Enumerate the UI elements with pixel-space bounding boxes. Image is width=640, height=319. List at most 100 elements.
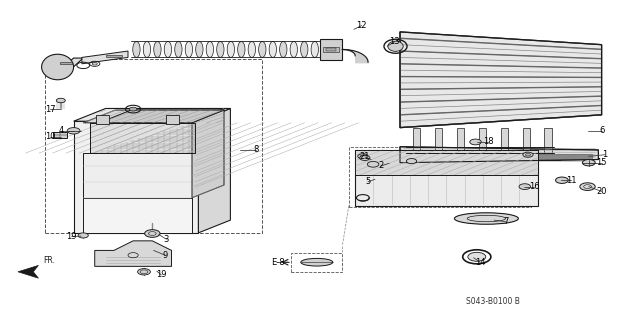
Bar xyxy=(326,48,336,51)
Circle shape xyxy=(358,154,368,159)
Bar xyxy=(60,62,72,64)
Polygon shape xyxy=(400,32,602,128)
Bar xyxy=(479,128,486,156)
Ellipse shape xyxy=(196,41,203,57)
Ellipse shape xyxy=(311,41,319,57)
Text: E-8: E-8 xyxy=(271,258,285,267)
Polygon shape xyxy=(198,108,230,233)
Circle shape xyxy=(580,183,595,190)
Bar xyxy=(106,55,122,57)
Text: FR.: FR. xyxy=(44,256,56,265)
Ellipse shape xyxy=(248,41,255,57)
Text: 21: 21 xyxy=(360,152,370,161)
Circle shape xyxy=(145,230,160,237)
Text: 3: 3 xyxy=(164,235,169,244)
Ellipse shape xyxy=(154,41,161,57)
Circle shape xyxy=(468,252,486,261)
Text: 18: 18 xyxy=(483,137,493,146)
Polygon shape xyxy=(74,121,198,233)
Bar xyxy=(545,128,552,156)
Ellipse shape xyxy=(185,41,193,57)
Circle shape xyxy=(67,128,80,134)
Polygon shape xyxy=(90,123,195,153)
Ellipse shape xyxy=(237,41,245,57)
Ellipse shape xyxy=(301,258,333,266)
Bar xyxy=(457,128,465,156)
Polygon shape xyxy=(99,110,224,123)
Text: 13: 13 xyxy=(390,37,400,46)
Text: 9: 9 xyxy=(163,251,168,260)
Circle shape xyxy=(360,155,365,158)
Circle shape xyxy=(129,107,137,111)
Bar xyxy=(291,253,342,272)
Ellipse shape xyxy=(206,41,214,57)
Text: 19: 19 xyxy=(67,232,77,241)
Polygon shape xyxy=(83,153,192,198)
Circle shape xyxy=(525,153,531,156)
Text: 6: 6 xyxy=(599,126,604,135)
Ellipse shape xyxy=(259,41,266,57)
Circle shape xyxy=(406,159,417,164)
Bar xyxy=(435,128,442,156)
Circle shape xyxy=(367,161,379,167)
Polygon shape xyxy=(355,150,538,175)
Text: 7: 7 xyxy=(503,217,508,226)
Text: 1: 1 xyxy=(602,150,607,159)
Ellipse shape xyxy=(290,41,298,57)
Ellipse shape xyxy=(388,41,403,51)
Polygon shape xyxy=(355,150,538,206)
Polygon shape xyxy=(74,108,230,121)
Ellipse shape xyxy=(42,54,74,80)
Ellipse shape xyxy=(280,41,287,57)
Ellipse shape xyxy=(227,41,234,57)
Ellipse shape xyxy=(143,41,150,57)
Polygon shape xyxy=(18,265,38,278)
Text: 2: 2 xyxy=(378,161,383,170)
Bar xyxy=(500,128,508,156)
Circle shape xyxy=(56,98,65,103)
Polygon shape xyxy=(320,39,342,60)
Polygon shape xyxy=(83,110,224,123)
Bar xyxy=(166,115,179,124)
Bar xyxy=(53,132,67,138)
Polygon shape xyxy=(400,147,598,163)
Text: 5: 5 xyxy=(365,177,371,186)
Text: 10: 10 xyxy=(45,132,55,141)
Circle shape xyxy=(582,160,595,166)
Polygon shape xyxy=(95,241,172,266)
Bar xyxy=(413,128,420,156)
Circle shape xyxy=(523,152,533,157)
Circle shape xyxy=(360,155,370,160)
Ellipse shape xyxy=(164,41,172,57)
Text: 11: 11 xyxy=(566,176,576,185)
Ellipse shape xyxy=(454,213,518,224)
Polygon shape xyxy=(192,108,224,198)
Bar xyxy=(323,47,339,52)
Bar xyxy=(406,154,592,159)
Ellipse shape xyxy=(175,41,182,57)
Ellipse shape xyxy=(269,41,276,57)
Text: 14: 14 xyxy=(475,258,485,267)
Circle shape xyxy=(556,177,568,183)
Polygon shape xyxy=(52,58,83,77)
Text: S043-B0100 B: S043-B0100 B xyxy=(466,297,520,306)
Polygon shape xyxy=(403,155,560,160)
Polygon shape xyxy=(83,198,192,233)
Circle shape xyxy=(138,269,150,275)
Text: 19: 19 xyxy=(156,271,166,279)
Bar xyxy=(349,147,531,207)
Text: 16: 16 xyxy=(529,182,540,191)
Circle shape xyxy=(519,184,531,189)
Text: 12: 12 xyxy=(356,21,367,30)
Circle shape xyxy=(470,139,481,145)
Text: 8: 8 xyxy=(253,145,259,154)
Bar xyxy=(96,115,109,124)
Ellipse shape xyxy=(301,41,308,57)
Polygon shape xyxy=(82,51,128,64)
Bar xyxy=(522,128,530,156)
Circle shape xyxy=(78,233,88,238)
Ellipse shape xyxy=(132,41,140,57)
Circle shape xyxy=(92,63,97,65)
Text: 20: 20 xyxy=(596,187,607,196)
Ellipse shape xyxy=(217,41,224,57)
